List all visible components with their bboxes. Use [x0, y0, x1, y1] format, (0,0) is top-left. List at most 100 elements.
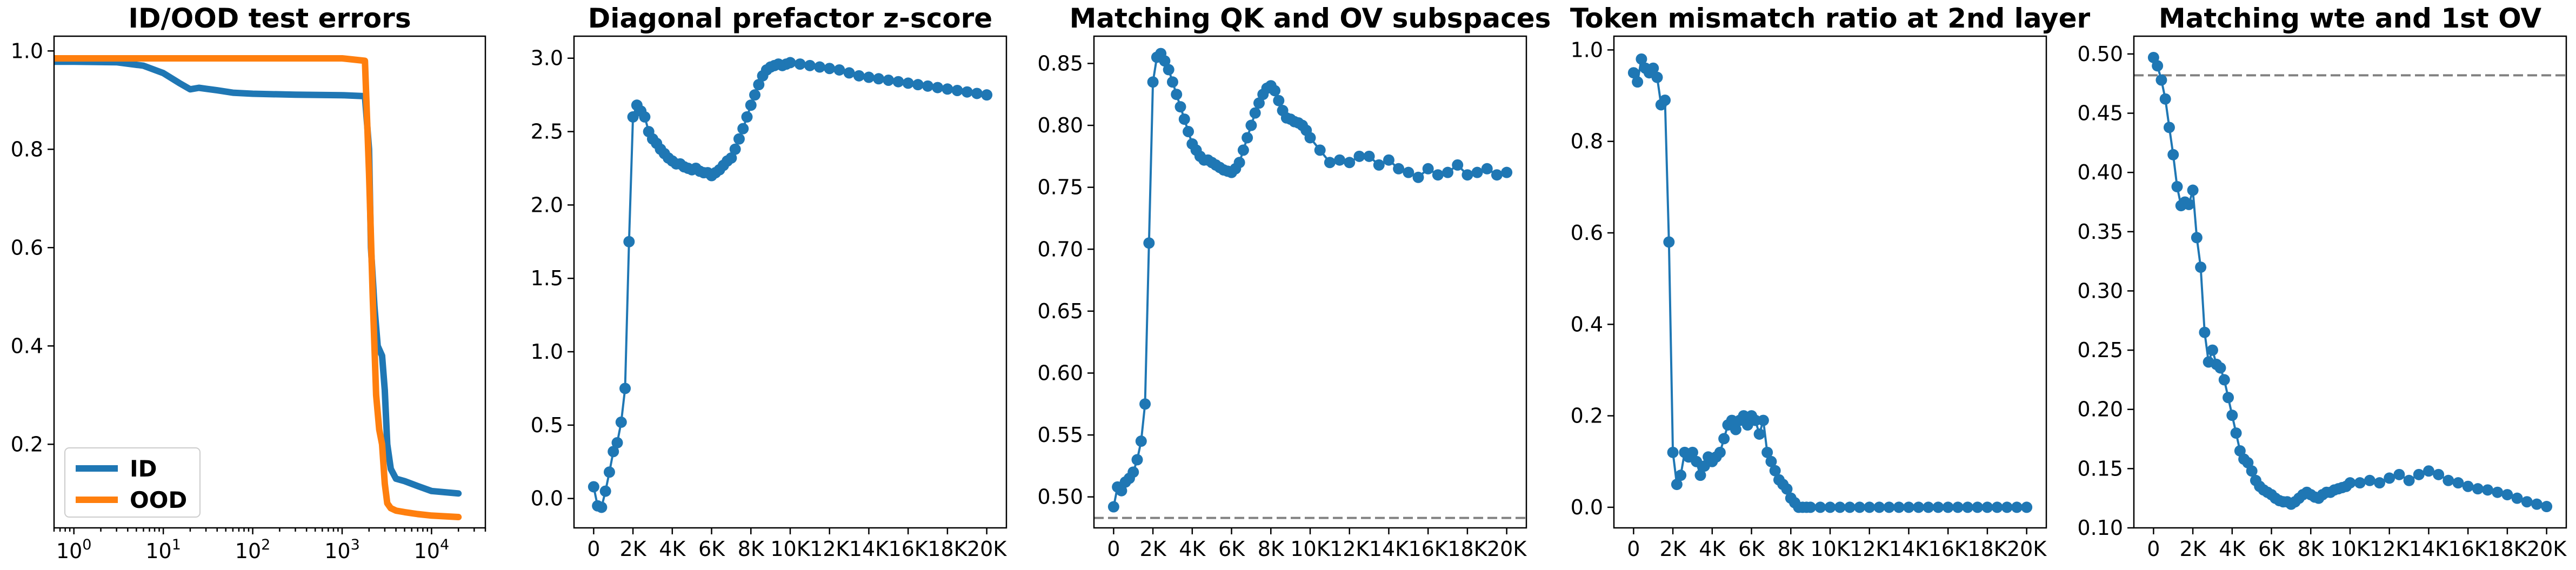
- data-point: [1761, 446, 1773, 458]
- data-point: [737, 123, 749, 135]
- x-tick-label: 18K: [927, 537, 967, 561]
- data-point: [902, 77, 914, 89]
- y-tick-label: 0.2: [1571, 404, 1603, 428]
- y-tick-label: 0.8: [11, 137, 43, 161]
- y-tick-label: 1.0: [531, 340, 563, 364]
- panel-title: ID/OOD test errors: [128, 3, 411, 34]
- y-tick-label: 0.4: [1571, 312, 1603, 336]
- data-point: [1903, 501, 1914, 513]
- data-point: [741, 111, 753, 123]
- y-tick-label: 0.40: [2077, 160, 2123, 184]
- x-tick-label: 100: [56, 537, 92, 563]
- y-tick-label: 0.25: [2077, 338, 2123, 362]
- x-tick-label: 18K: [2487, 537, 2527, 561]
- data-point: [2001, 501, 2013, 513]
- data-point: [1403, 166, 1414, 178]
- data-point: [1383, 154, 1394, 166]
- data-point: [1116, 485, 1127, 497]
- plot-area: [1627, 53, 2033, 513]
- data-point: [1663, 236, 1675, 248]
- data-point: [1675, 470, 1687, 481]
- plot-frame: [2133, 35, 2567, 529]
- series-line-1: [1632, 58, 2028, 508]
- x-tick-label: 10K: [770, 537, 810, 561]
- x-tick-label: 20K: [1487, 537, 1527, 561]
- data-point: [2011, 501, 2023, 513]
- data-point: [1694, 470, 1706, 481]
- data-point: [729, 143, 741, 155]
- data-point: [1353, 150, 1365, 162]
- y-tick-label: 0.50: [2077, 42, 2123, 66]
- x-tick-label: 10K: [1810, 537, 1850, 561]
- data-point: [608, 446, 619, 458]
- data-point: [2191, 232, 2203, 244]
- data-point: [1757, 414, 1769, 426]
- data-point: [1237, 144, 1249, 156]
- data-point: [1393, 163, 1405, 175]
- data-point: [2214, 362, 2226, 374]
- data-point: [1714, 446, 1726, 458]
- data-point: [1730, 424, 1741, 435]
- x-tick-label: 10K: [1290, 537, 1330, 561]
- plot-area: [1107, 48, 1513, 513]
- data-point: [2226, 410, 2238, 421]
- y-tick-label: 0.2: [11, 432, 43, 456]
- data-point: [1765, 455, 1777, 467]
- data-point: [599, 485, 611, 497]
- y-tick-label: 0.80: [1037, 113, 1083, 137]
- data-point: [1738, 410, 1750, 422]
- chart-panel-2: Diagonal prefactor z-score 0.0 0.5 1.0 1.5 2.…: [531, 3, 1007, 561]
- chart-panel-4: Token mismatch ratio at 2nd layer 0.0 0.2 0…: [1570, 3, 2091, 561]
- data-point: [1750, 414, 1761, 426]
- x-tick-label: 2K: [2180, 537, 2207, 561]
- data-point: [2163, 122, 2175, 133]
- data-point: [1781, 483, 1793, 495]
- data-point: [1249, 107, 1261, 119]
- data-point: [1981, 501, 1993, 513]
- data-point: [1923, 501, 1934, 513]
- x-tick-label: 6K: [1738, 537, 1765, 561]
- series-line-1: [1112, 52, 1508, 508]
- x-tick-label: 14K: [2409, 537, 2449, 561]
- data-point: [2413, 468, 2425, 480]
- data-point: [627, 111, 639, 123]
- data-point: [1253, 97, 1265, 109]
- data-point: [596, 501, 608, 513]
- y-tick-label: 0.20: [2077, 398, 2123, 421]
- plot-area: [588, 57, 993, 513]
- x-tick-label: 14K: [1369, 537, 1409, 561]
- y-tick-label: 0.60: [1037, 361, 1083, 385]
- data-point: [1159, 55, 1171, 67]
- x-tick-label: 18K: [1447, 537, 1487, 561]
- data-point: [1344, 157, 1356, 169]
- legend-label-id: ID: [130, 455, 157, 482]
- data-point: [912, 79, 924, 91]
- data-point: [1432, 169, 1444, 181]
- y-tick-label: 0.10: [2077, 516, 2123, 540]
- x-tick-label: 16K: [1409, 537, 1449, 561]
- data-point: [1233, 157, 1245, 169]
- data-point: [611, 437, 623, 448]
- x-tick-label: 8K: [2298, 537, 2325, 561]
- plot-area: [54, 55, 462, 520]
- data-point: [1314, 144, 1326, 156]
- data-point: [1659, 95, 1671, 106]
- y-tick-label: 2.0: [531, 193, 563, 217]
- data-point: [2384, 472, 2395, 484]
- y-tick-label: 0.75: [1037, 176, 1083, 199]
- x-tick-label: 101: [145, 537, 181, 563]
- x-tick-label: 16K: [1928, 537, 1968, 561]
- x-tick-label: 104: [414, 537, 450, 563]
- data-point: [1412, 171, 1424, 183]
- data-point: [1242, 132, 1253, 144]
- data-point: [1363, 150, 1375, 162]
- y-tick-label: 0.35: [2077, 220, 2123, 244]
- data-point: [749, 89, 761, 101]
- data-point: [2152, 60, 2164, 72]
- data-point: [2492, 486, 2504, 498]
- x-tick-label: 102: [235, 537, 271, 563]
- y-tick-label: 1.0: [1571, 38, 1603, 62]
- x-tick-label: 14K: [849, 537, 889, 561]
- data-point: [892, 76, 904, 88]
